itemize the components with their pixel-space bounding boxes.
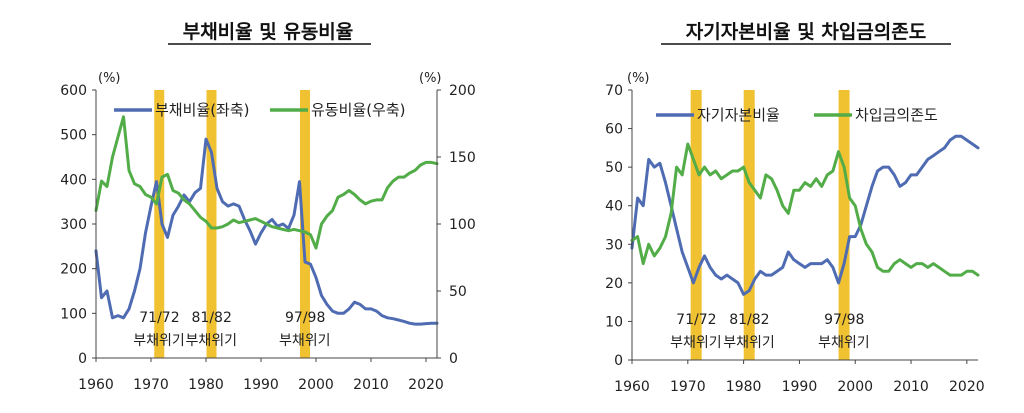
- chart-right-crisis-period-label: 71/72: [676, 312, 716, 328]
- chart-right-series-line-2: [630, 142, 980, 277]
- chart-right-ytick: 70: [605, 83, 623, 99]
- chart-left-xtick: 1960: [78, 377, 114, 393]
- chart-left-xtick: 2000: [298, 377, 334, 393]
- chart-left-xtick: 1970: [133, 377, 169, 393]
- chart-right-crisis-type-label: 부채위기: [670, 335, 722, 351]
- chart-right-crisis-period-label: 97/98: [824, 312, 864, 328]
- chart-left-ytick-right: 50: [449, 284, 467, 300]
- chart-left-crisis-band: [206, 90, 217, 358]
- chart-left-ytick-right: 0: [449, 351, 458, 367]
- chart-left-ytick-right: 150: [449, 150, 476, 166]
- chart-right-crisis-band: [690, 90, 702, 360]
- chart-right-xtick: 1980: [726, 379, 762, 395]
- chart-left-ytick-right: 200: [449, 83, 476, 99]
- chart-right-xtick: 2010: [893, 379, 929, 395]
- chart-right-ytick: 0: [614, 353, 623, 369]
- chart-right-title: 자기자본비율 및 차입금의존도: [686, 21, 926, 43]
- chart-right-crisis-period-label: 81/82: [729, 312, 769, 328]
- chart-right-crisis-type-label: 부채위기: [723, 335, 775, 351]
- chart-left-crisis-period-label: 97/98: [285, 310, 325, 326]
- chart-left-ytick-left: 300: [60, 217, 87, 233]
- chart-right-ytick: 10: [605, 314, 623, 330]
- chart-left-crisis-type-label: 부채위기: [279, 333, 331, 349]
- legend-label-equity-ratio: 자기자본비율: [697, 106, 780, 124]
- chart-right-ytick: 60: [605, 122, 623, 138]
- chart-left-xtick: 2010: [353, 377, 389, 393]
- chart-right-ytick: 30: [605, 237, 623, 253]
- chart-right-series-line-1: [630, 134, 980, 296]
- chart-left-ytick-left: 600: [60, 83, 87, 99]
- chart-left-crisis-period-label: 71/72: [139, 310, 179, 326]
- legend-label-borrowing-dependence: 차입금의존도: [855, 106, 938, 124]
- chart-left-ytick-left: 500: [60, 128, 87, 144]
- chart-left-ytick-left: 100: [60, 306, 87, 322]
- chart-right-ytick: 20: [605, 276, 623, 292]
- chart-left-ytick-left: 400: [60, 172, 87, 188]
- chart-left-y-unit-right: (%): [419, 71, 442, 86]
- chart-left-crisis-band: [300, 90, 310, 358]
- chart-left-title: 부채비율 및 유동비율: [183, 21, 354, 43]
- chart-right-legend: 자기자본비율 차입금의존도: [656, 106, 938, 124]
- chart-left-crisis-type-label: 부채위기: [133, 333, 185, 349]
- legend-label-debt-ratio: 부채비율(좌축): [155, 101, 250, 119]
- chart-right-xtick: 1970: [670, 379, 706, 395]
- chart-left-legend: 부채비율(좌축) 유동비율(우축): [114, 101, 406, 119]
- chart-right-ytick: 50: [605, 160, 623, 176]
- chart-left-series-line-2: [94, 115, 439, 250]
- chart-left-crisis-band: [154, 90, 165, 358]
- chart-left-xtick: 1990: [243, 377, 279, 393]
- chart-left: 부채비율 및 유동비율 (%) (%) 71/72 부채위기 81/82 부채위기 97…: [60, 21, 475, 393]
- chart-right-crisis-type-label: 부채위기: [818, 335, 870, 351]
- chart-right-xtick: 2000: [837, 379, 873, 395]
- chart-left-ytick-left: 0: [78, 351, 87, 367]
- chart-right-xtick: 1960: [614, 379, 650, 395]
- chart-right-y-unit: (%): [627, 71, 650, 86]
- chart-left-series-line-1: [94, 137, 439, 326]
- legend-label-current-ratio: 유동비율(우축): [311, 101, 406, 119]
- chart-left-ytick-right: 100: [449, 217, 476, 233]
- chart-left-xtick: 2020: [408, 377, 444, 393]
- chart-right-xtick: 2020: [949, 379, 985, 395]
- chart-right-ytick: 40: [605, 199, 623, 215]
- chart-right-xtick: 1990: [782, 379, 818, 395]
- chart-left-y-unit-left: (%): [98, 71, 121, 86]
- chart-right-crisis-band: [838, 90, 850, 360]
- chart-right-crisis-band: [743, 90, 755, 360]
- chart-left-xtick: 1980: [188, 377, 224, 393]
- chart-left-crisis-period-label: 81/82: [192, 310, 232, 326]
- chart-left-crisis-type-label: 부채위기: [186, 333, 238, 349]
- chart-right: 자기자본비율 및 차입금의존도 (%) 71/72 부채위기 81/82 부채위기 97…: [605, 21, 984, 395]
- chart-left-ytick-left: 200: [60, 262, 87, 278]
